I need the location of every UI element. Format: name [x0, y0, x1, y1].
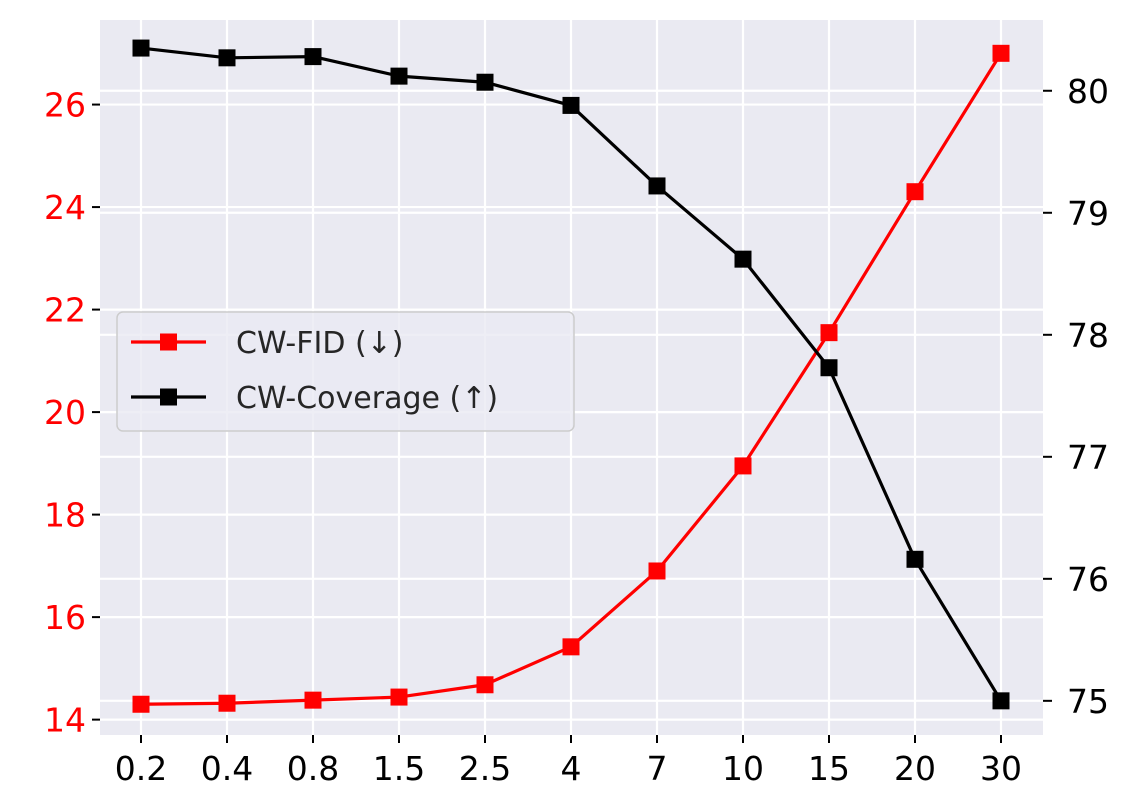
y-left-tick-label: 16 [44, 598, 86, 637]
y-left-tick-label: 24 [44, 188, 86, 227]
y-right-tick-label: 79 [1067, 194, 1109, 233]
y-left-tick-label: 18 [44, 496, 86, 535]
data-point [734, 457, 752, 475]
data-point [390, 688, 408, 706]
x-tick-label: 20 [894, 749, 936, 788]
x-tick-label: 0.4 [201, 749, 253, 788]
legend-marker [160, 333, 177, 351]
legend: CW-FID (↓) CW-Coverage (↑) [116, 311, 575, 432]
x-tick-label: 0.8 [287, 749, 339, 788]
data-point [648, 562, 666, 580]
data-point [476, 676, 494, 694]
data-point [562, 96, 580, 114]
y-left-tick-label: 20 [44, 393, 86, 432]
data-point [218, 49, 236, 67]
series-layer [132, 39, 1010, 713]
data-point [218, 694, 236, 712]
data-point [906, 183, 924, 201]
data-point [992, 692, 1010, 710]
series-0 [132, 44, 1010, 713]
data-point [304, 691, 322, 709]
data-point [132, 695, 150, 713]
data-point [906, 550, 924, 568]
x-axis: 0.2 0.4 0.8 1.5 2.5 4 7 10 15 20 30 [115, 735, 1022, 788]
data-point [390, 67, 408, 85]
x-tick-label: 1.5 [373, 749, 425, 788]
x-tick-label: 4 [561, 749, 582, 788]
data-point [304, 48, 322, 66]
data-point [476, 73, 494, 91]
legend-marker [160, 388, 177, 406]
series-1 [132, 39, 1010, 710]
data-point [820, 359, 838, 377]
data-point [132, 39, 150, 57]
y-right-tick-label: 77 [1067, 438, 1109, 477]
legend-label: CW-FID (↓) [236, 326, 404, 361]
y-right-tick-label: 76 [1067, 560, 1109, 599]
legend-item: CW-Coverage (↑) [131, 381, 498, 416]
x-tick-label: 30 [980, 749, 1022, 788]
y-left-tick-label: 26 [44, 86, 86, 125]
legend-item: CW-FID (↓) [131, 326, 404, 361]
x-tick-label: 10 [722, 749, 764, 788]
data-point [734, 250, 752, 268]
y-axis-left: 14 16 18 20 22 24 26 [44, 86, 100, 740]
x-tick-label: 2.5 [459, 749, 511, 788]
x-tick-label: 15 [808, 749, 850, 788]
y-left-tick-label: 22 [44, 291, 86, 330]
y-right-tick-label: 80 [1067, 72, 1109, 111]
data-point [992, 44, 1010, 62]
y-left-tick-label: 14 [44, 701, 86, 740]
x-tick-label: 7 [647, 749, 668, 788]
y-right-tick-label: 75 [1067, 682, 1109, 721]
y-right-tick-label: 78 [1067, 316, 1109, 355]
x-tick-label: 0.2 [115, 749, 167, 788]
data-point [562, 638, 580, 656]
y-axis-right: 75 76 77 78 79 80 [1043, 72, 1109, 721]
data-point [648, 177, 666, 195]
data-point [820, 324, 838, 342]
legend-label: CW-Coverage (↑) [236, 381, 498, 416]
legend-box [116, 311, 575, 432]
